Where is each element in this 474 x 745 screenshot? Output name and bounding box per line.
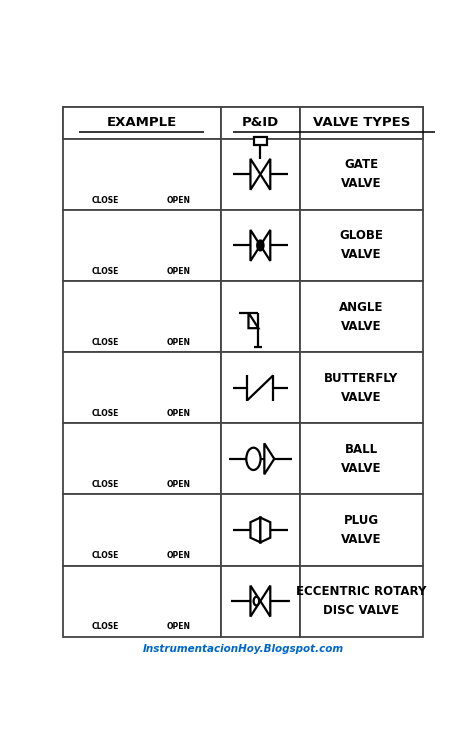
Bar xyxy=(63,139,221,210)
Polygon shape xyxy=(250,230,260,261)
Text: InstrumentacionHoy.Blogspot.com: InstrumentacionHoy.Blogspot.com xyxy=(142,644,344,653)
Text: CLOSE: CLOSE xyxy=(92,551,119,560)
Bar xyxy=(63,495,221,565)
Bar xyxy=(63,352,221,423)
Bar xyxy=(221,210,300,281)
Polygon shape xyxy=(250,586,260,617)
Bar xyxy=(300,281,423,352)
Text: OPEN: OPEN xyxy=(166,267,190,276)
Bar xyxy=(300,107,423,139)
Text: OPEN: OPEN xyxy=(166,338,190,347)
Polygon shape xyxy=(250,518,260,542)
Bar xyxy=(63,565,221,637)
Text: OPEN: OPEN xyxy=(166,551,190,560)
Text: BUTTERFLY
VALVE: BUTTERFLY VALVE xyxy=(324,372,399,404)
Bar xyxy=(221,281,300,352)
Text: VALVE TYPES: VALVE TYPES xyxy=(313,116,410,129)
Bar xyxy=(300,352,423,423)
Bar xyxy=(221,495,300,565)
Text: CLOSE: CLOSE xyxy=(92,409,119,418)
Bar xyxy=(254,137,267,145)
Bar xyxy=(63,107,423,139)
Bar xyxy=(300,423,423,495)
Text: OPEN: OPEN xyxy=(166,196,190,205)
Bar xyxy=(221,352,300,423)
Text: GLOBE
VALVE: GLOBE VALVE xyxy=(339,229,383,261)
Circle shape xyxy=(254,597,259,606)
Bar xyxy=(63,281,221,352)
Polygon shape xyxy=(248,313,258,329)
Polygon shape xyxy=(260,586,270,617)
Bar xyxy=(63,210,221,281)
Text: CLOSE: CLOSE xyxy=(92,338,119,347)
Polygon shape xyxy=(260,230,270,261)
Bar xyxy=(300,210,423,281)
Polygon shape xyxy=(264,443,274,475)
Text: ANGLE
VALVE: ANGLE VALVE xyxy=(339,300,383,332)
Text: CLOSE: CLOSE xyxy=(92,196,119,205)
Bar xyxy=(63,423,221,495)
Text: ECCENTRIC ROTARY
DISC VALVE: ECCENTRIC ROTARY DISC VALVE xyxy=(296,585,427,617)
Bar xyxy=(300,495,423,565)
Text: EXAMPLE: EXAMPLE xyxy=(107,116,177,129)
Polygon shape xyxy=(260,159,270,190)
Bar xyxy=(221,139,300,210)
Text: CLOSE: CLOSE xyxy=(92,481,119,489)
Text: P&ID: P&ID xyxy=(242,116,279,129)
Circle shape xyxy=(257,241,264,250)
Text: CLOSE: CLOSE xyxy=(92,623,119,632)
Polygon shape xyxy=(260,518,270,542)
Text: OPEN: OPEN xyxy=(166,409,190,418)
Text: GATE
VALVE: GATE VALVE xyxy=(341,158,382,190)
Bar xyxy=(221,107,300,139)
Text: CLOSE: CLOSE xyxy=(92,267,119,276)
Text: OPEN: OPEN xyxy=(166,623,190,632)
Text: PLUG
VALVE: PLUG VALVE xyxy=(341,514,382,546)
Bar xyxy=(63,107,221,139)
Bar xyxy=(300,139,423,210)
Polygon shape xyxy=(250,159,260,190)
Circle shape xyxy=(246,448,261,470)
Bar xyxy=(300,565,423,637)
Text: BALL
VALVE: BALL VALVE xyxy=(341,443,382,475)
Bar xyxy=(221,423,300,495)
Bar xyxy=(221,565,300,637)
Text: OPEN: OPEN xyxy=(166,481,190,489)
